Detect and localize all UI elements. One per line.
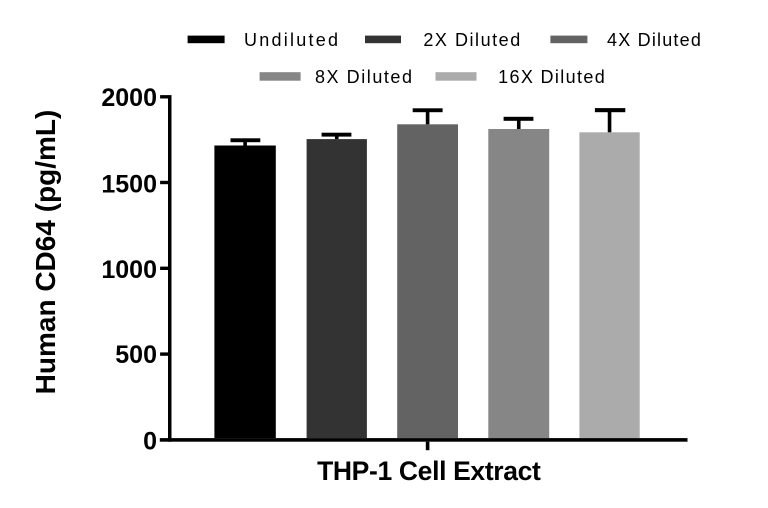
svg-text:1000: 1000 <box>101 256 157 284</box>
svg-text:2X Diluted: 2X Diluted <box>423 30 521 50</box>
svg-text:4X Diluted: 4X Diluted <box>607 30 702 50</box>
svg-text:16X Diluted: 16X Diluted <box>498 67 606 87</box>
svg-text:Human CD64 (pg/mL): Human CD64 (pg/mL) <box>30 110 61 395</box>
svg-text:2000: 2000 <box>101 84 157 112</box>
svg-text:500: 500 <box>115 341 157 369</box>
svg-text:Undiluted: Undiluted <box>244 30 340 50</box>
svg-text:8X Diluted: 8X Diluted <box>315 67 414 87</box>
svg-text:THP-1 Cell Extract: THP-1 Cell Extract <box>317 456 541 486</box>
svg-text:1500: 1500 <box>101 171 157 199</box>
svg-text:0: 0 <box>143 428 157 456</box>
